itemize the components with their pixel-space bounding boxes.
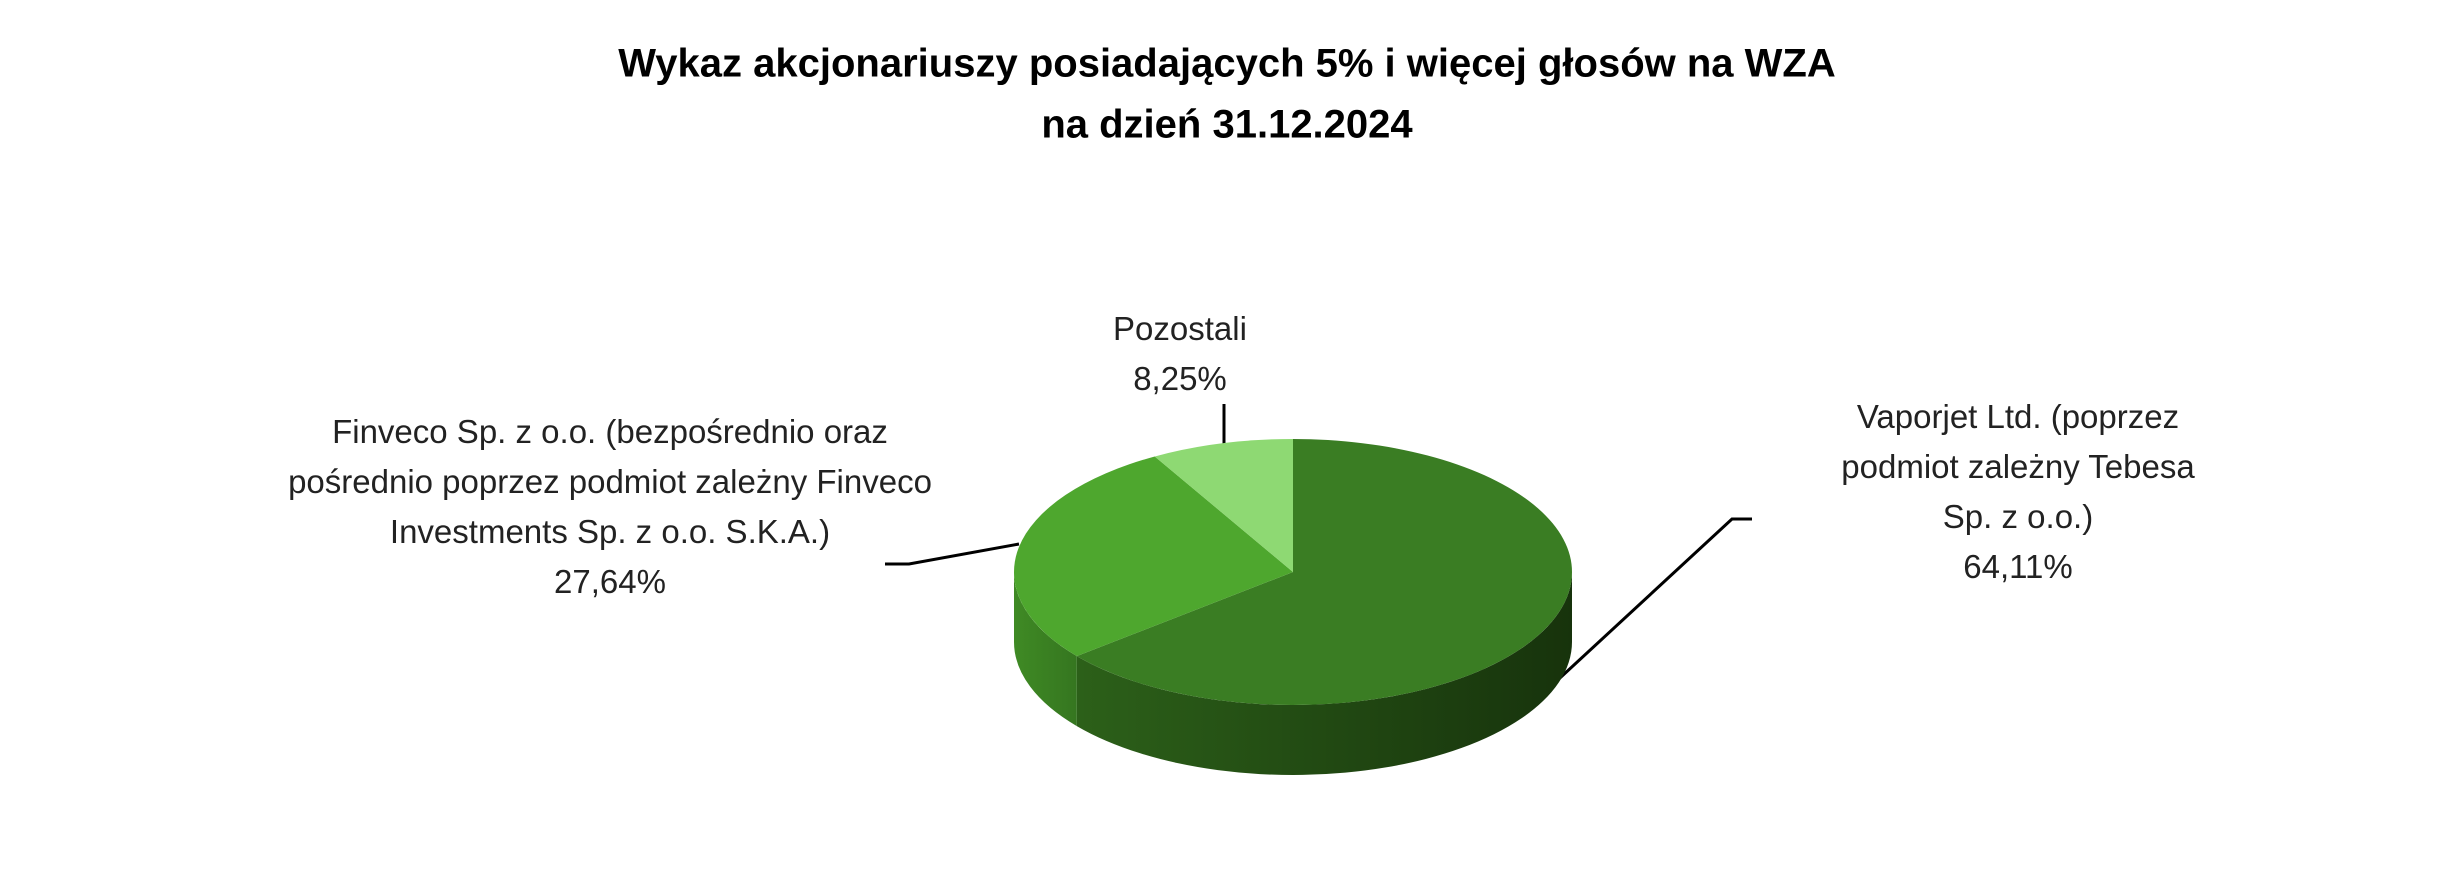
- data-label: Pozostali 8,25%: [1030, 304, 1330, 404]
- value-label: 27,64%: [554, 563, 666, 600]
- value-label: 64,11%: [1963, 548, 2073, 585]
- slice-side: [1076, 572, 1572, 775]
- slice: [1014, 456, 1293, 657]
- pie: [1014, 438, 1573, 775]
- chart-subtitle: na dzień 31.12.2024: [1041, 103, 1413, 147]
- value-label: 8,25%: [1133, 360, 1227, 397]
- chart-title: Wykaz akcjonariuszy posiadających 5% i w…: [618, 42, 1835, 86]
- leader-line: [885, 542, 1020, 566]
- data-label: Vaporjet Ltd. (poprzez podmiot zależny T…: [1818, 392, 2218, 592]
- slice-side: [1014, 572, 1077, 727]
- slice: [1154, 439, 1293, 572]
- category-label: Pozostali: [1113, 310, 1247, 347]
- category-label: Finveco Sp. z o.o. (bezpośrednio oraz po…: [288, 413, 932, 550]
- leader-line: [1546, 517, 1752, 691]
- slice: [1076, 438, 1573, 706]
- category-label: Vaporjet Ltd. (poprzez podmiot zależny T…: [1841, 398, 2195, 535]
- data-label: Finveco Sp. z o.o. (bezpośrednio oraz po…: [280, 407, 940, 607]
